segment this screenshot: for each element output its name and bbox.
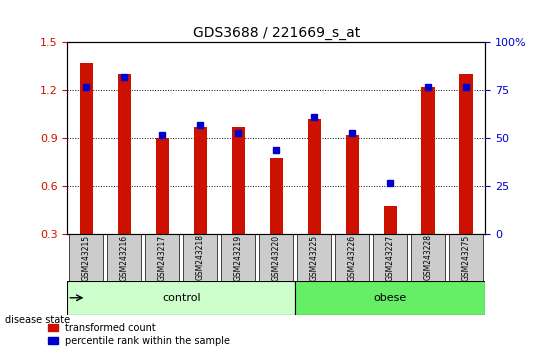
Bar: [421, 87, 435, 234]
FancyBboxPatch shape: [107, 234, 141, 280]
Text: control: control: [162, 293, 201, 303]
FancyBboxPatch shape: [335, 234, 369, 280]
Bar: [308, 119, 321, 234]
Text: GSM243225: GSM243225: [310, 234, 319, 280]
Bar: [194, 127, 207, 234]
FancyBboxPatch shape: [411, 234, 445, 280]
Text: GSM243217: GSM243217: [158, 234, 167, 280]
Text: GSM243220: GSM243220: [272, 234, 281, 280]
Text: GSM243216: GSM243216: [120, 234, 129, 280]
Bar: [384, 206, 397, 234]
FancyBboxPatch shape: [67, 280, 295, 315]
Text: obese: obese: [374, 293, 407, 303]
Bar: [232, 127, 245, 234]
Text: GSM243275: GSM243275: [461, 234, 471, 281]
Bar: [80, 63, 93, 234]
FancyBboxPatch shape: [295, 280, 485, 315]
Text: GSM243228: GSM243228: [424, 234, 433, 280]
Legend: transformed count, percentile rank within the sample: transformed count, percentile rank withi…: [48, 323, 231, 346]
Bar: [345, 135, 359, 234]
Text: GSM243218: GSM243218: [196, 234, 205, 280]
Text: GSM243219: GSM243219: [234, 234, 243, 280]
Text: disease state: disease state: [5, 315, 74, 325]
Bar: [118, 74, 131, 234]
Title: GDS3688 / 221669_s_at: GDS3688 / 221669_s_at: [192, 26, 360, 40]
FancyBboxPatch shape: [183, 234, 217, 280]
Text: GSM243215: GSM243215: [82, 234, 91, 280]
Bar: [156, 138, 169, 234]
FancyBboxPatch shape: [259, 234, 293, 280]
Bar: [459, 74, 473, 234]
FancyBboxPatch shape: [70, 234, 103, 280]
FancyBboxPatch shape: [449, 234, 483, 280]
Text: GSM243227: GSM243227: [386, 234, 395, 280]
FancyBboxPatch shape: [221, 234, 255, 280]
FancyBboxPatch shape: [373, 234, 407, 280]
Text: GSM243226: GSM243226: [348, 234, 357, 280]
Bar: [270, 158, 283, 234]
FancyBboxPatch shape: [297, 234, 331, 280]
FancyBboxPatch shape: [145, 234, 179, 280]
